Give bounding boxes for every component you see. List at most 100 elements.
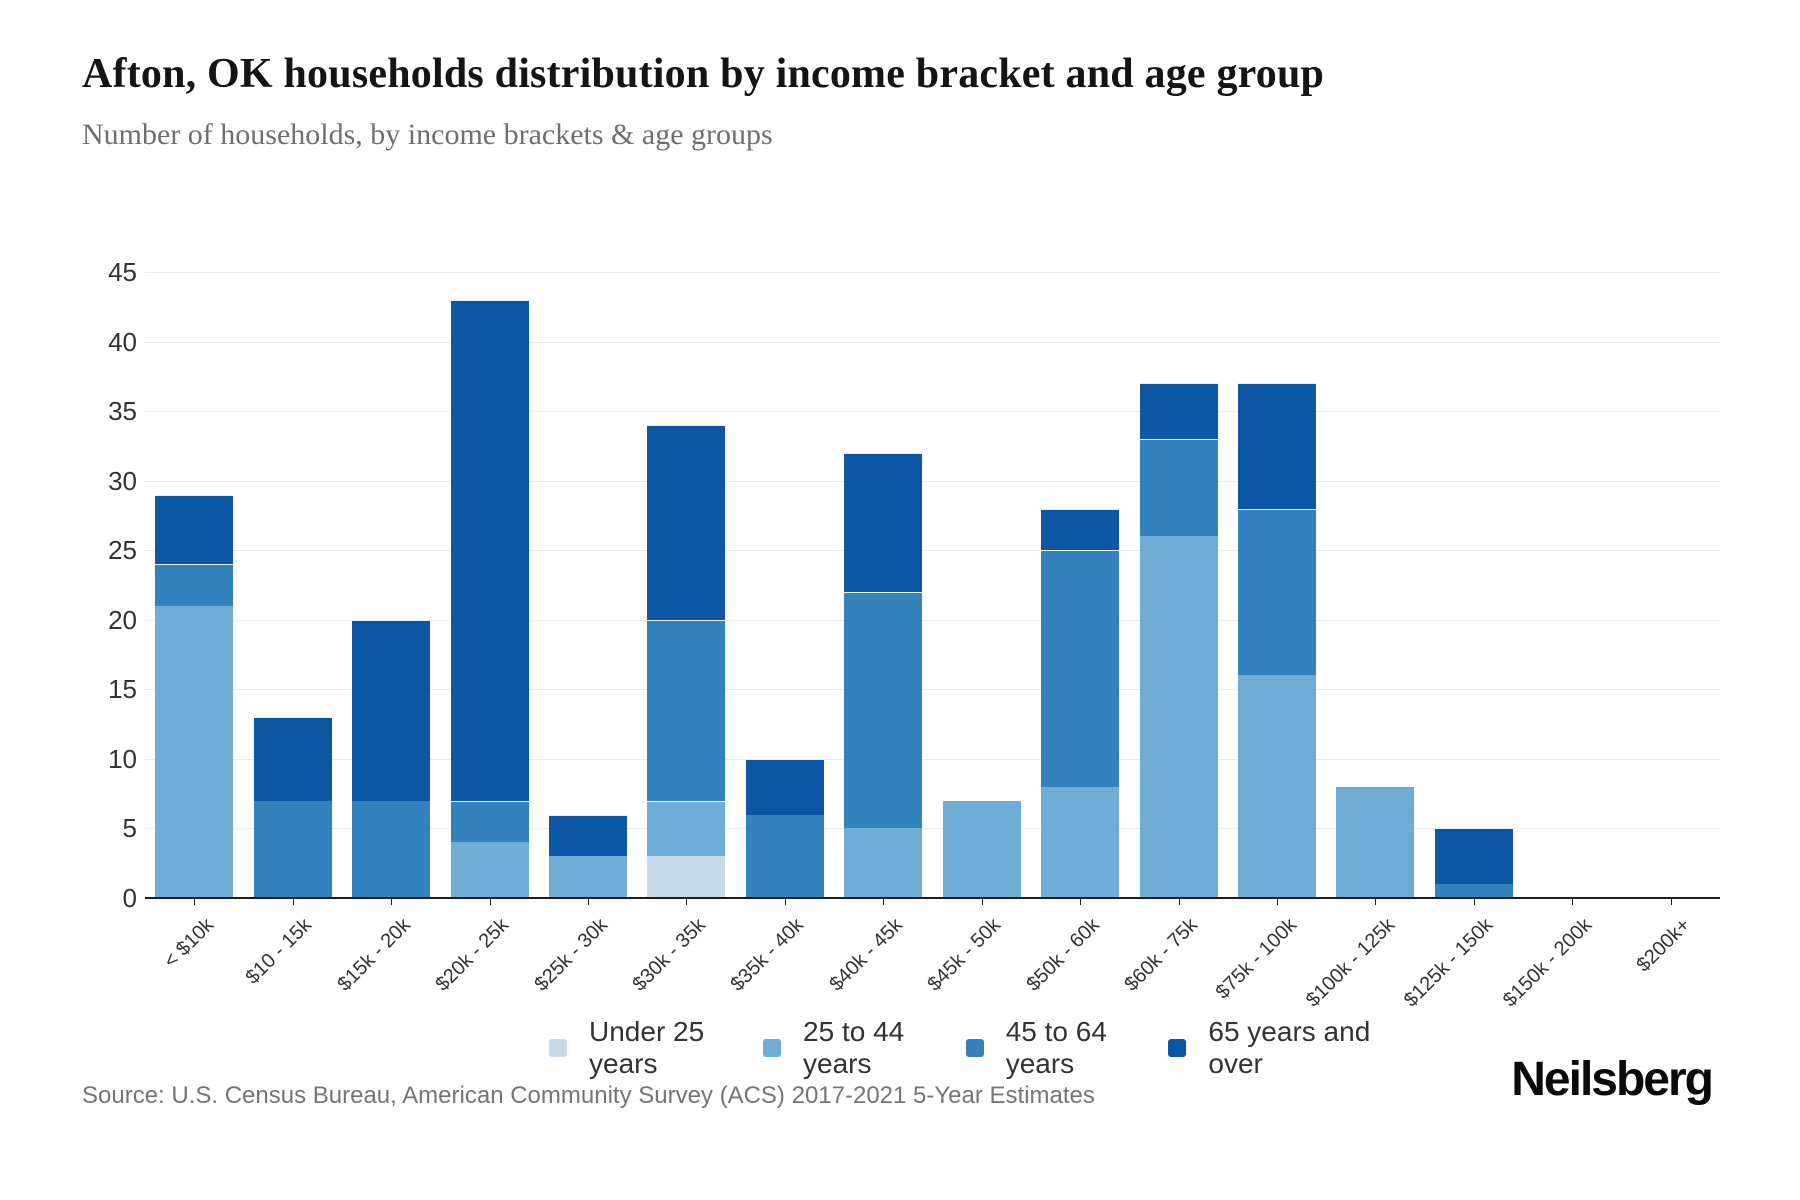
y-tick-label: 35	[108, 396, 137, 427]
bar-segment[interactable]	[745, 758, 824, 815]
bar-segment[interactable]	[253, 717, 332, 801]
bar-segment[interactable]	[1041, 786, 1120, 898]
bar-segment[interactable]	[548, 856, 627, 898]
x-tick-label: < $10k	[159, 914, 218, 973]
stacked-bar-10-15k	[253, 717, 332, 898]
legend-item-45-to-64-years[interactable]: 45 to 64 years	[965, 1016, 1143, 1080]
legend-item-under-25-years[interactable]: Under 25 years	[549, 1016, 737, 1080]
bar-segment[interactable]	[647, 619, 726, 801]
legend-swatch-icon	[763, 1039, 782, 1057]
bar-segment[interactable]	[450, 299, 529, 801]
x-tick	[1473, 899, 1475, 905]
legend-label: 65 years and over	[1208, 1016, 1371, 1079]
bar-segment[interactable]	[745, 814, 824, 898]
source-note: Source: U.S. Census Bureau, American Com…	[82, 1082, 1095, 1109]
bar-segment[interactable]	[942, 800, 1021, 898]
bar-segment[interactable]	[352, 800, 431, 898]
bar-segment[interactable]	[1238, 383, 1317, 509]
stacked-bar-45k-50k	[942, 800, 1021, 898]
x-tick	[587, 899, 589, 905]
x-tick-label: $30k - 35k	[628, 914, 710, 996]
gridline	[145, 341, 1720, 343]
stacked-bar-25k-30k	[548, 814, 627, 898]
x-tick	[194, 899, 196, 905]
bar-segment[interactable]	[1238, 675, 1317, 898]
x-tick	[489, 899, 491, 905]
gridline	[145, 689, 1720, 691]
x-tick	[1178, 899, 1180, 905]
gridline	[145, 550, 1720, 552]
bar-segment[interactable]	[1139, 536, 1218, 898]
x-tick-label: $45k - 50k	[923, 914, 1006, 996]
x-tick-label: $125k - 150k	[1400, 914, 1498, 1012]
chart-subtitle: Number of households, by income brackets…	[82, 118, 773, 151]
x-tick	[883, 899, 885, 905]
bar-segment[interactable]	[450, 800, 529, 843]
x-tick-label: $35k - 40k	[726, 914, 809, 996]
x-tick	[1572, 899, 1574, 905]
x-tick-label: $50k - 60k	[1022, 914, 1104, 996]
bar-segment[interactable]	[844, 828, 923, 898]
legend-swatch-icon	[549, 1039, 567, 1057]
legend-swatch-icon	[965, 1039, 984, 1057]
bar-segment[interactable]	[352, 619, 431, 801]
legend-label: 45 to 64 years	[1005, 1016, 1107, 1079]
legend-item-65-years-and-over[interactable]: 65 years and over	[1168, 1016, 1383, 1080]
bar-segment[interactable]	[647, 800, 726, 857]
bar-segment[interactable]	[844, 452, 923, 592]
bar-segment[interactable]	[155, 494, 234, 565]
bar-segment[interactable]	[1434, 884, 1513, 898]
neilsberg-logo: Neilsberg	[1511, 1053, 1714, 1106]
bar-segment[interactable]	[1139, 438, 1218, 537]
x-tick-label: $15k - 20k	[333, 914, 415, 996]
stacked-bar-125k-150k	[1434, 828, 1513, 898]
bar-segment[interactable]	[1041, 550, 1120, 787]
bar-segment[interactable]	[1434, 828, 1513, 885]
stacked-bar-75k-100k	[1238, 383, 1317, 898]
y-tick-label: 30	[108, 465, 137, 496]
legend-label: 25 to 44 years	[803, 1016, 905, 1079]
stacked-bar-30k-35k	[647, 425, 726, 898]
bar-segment[interactable]	[1238, 508, 1317, 676]
gridline	[145, 411, 1720, 413]
x-tick-label: $100k - 125k	[1301, 914, 1400, 1012]
bar-segment[interactable]	[1336, 786, 1415, 898]
stacked-bar-35k-40k	[745, 758, 824, 898]
chart-title: Afton, OK households distribution by inc…	[82, 51, 1325, 97]
y-tick-label: 10	[108, 743, 137, 774]
x-tick-label: $25k - 30k	[529, 914, 612, 996]
x-tick	[1375, 899, 1377, 905]
legend-label: Under 25 years	[589, 1016, 705, 1079]
x-tick	[1670, 899, 1672, 905]
stacked-bar-10k	[155, 494, 234, 898]
x-tick-label: $75k - 100k	[1211, 914, 1301, 1004]
y-tick-label: 40	[108, 326, 137, 357]
x-tick	[391, 899, 393, 905]
bar-segment[interactable]	[450, 842, 529, 898]
x-tick-label: $10 - 15k	[241, 914, 317, 989]
bar-segment[interactable]	[253, 800, 332, 898]
gridline	[145, 480, 1720, 482]
bar-segment[interactable]	[1041, 508, 1120, 551]
gridline	[145, 619, 1720, 621]
bar-segment[interactable]	[1139, 383, 1218, 439]
bar-segment[interactable]	[647, 425, 726, 620]
legend-swatch-icon	[1168, 1039, 1187, 1057]
stacked-bar-40k-45k	[844, 452, 923, 898]
legend-item-25-to-44-years[interactable]: 25 to 44 years	[763, 1016, 940, 1080]
y-tick-label: 15	[108, 674, 137, 705]
bar-segment[interactable]	[155, 605, 234, 898]
gridline	[145, 272, 1720, 273]
x-tick	[686, 899, 688, 905]
bar-segment[interactable]	[647, 856, 726, 898]
bar-segment[interactable]	[548, 814, 627, 857]
stacked-bar-15k-20k	[352, 619, 431, 898]
y-tick-label: 5	[122, 813, 137, 844]
bar-segment[interactable]	[155, 564, 234, 606]
x-tick	[981, 899, 983, 905]
stacked-bar-60k-75k	[1139, 383, 1218, 898]
y-tick-label: 25	[108, 535, 137, 566]
y-tick-label: 20	[108, 604, 137, 635]
bar-segment[interactable]	[844, 591, 923, 829]
